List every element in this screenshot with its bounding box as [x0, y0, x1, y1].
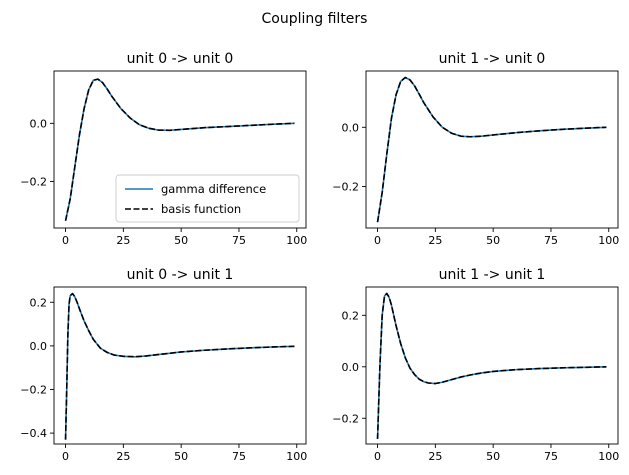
legend-label: gamma difference — [161, 182, 266, 196]
subplot-title: unit 0 -> unit 0 — [127, 51, 234, 67]
y-tick-label: 0.2 — [342, 309, 360, 322]
axes-frame — [365, 70, 619, 229]
y-tick-label: 0.2 — [30, 296, 48, 309]
legend-box — [115, 174, 300, 223]
subplot-3: unit 1 -> unit 1 0 25 50 75 100 0.2 0.0 −0.2 — [332, 267, 619, 463]
x-tick-label: 0 — [62, 450, 69, 463]
y-tick-label: −0.4 — [20, 427, 47, 440]
y-tick-label: 0.0 — [342, 121, 360, 134]
axes-frame — [365, 286, 619, 445]
axes-frame — [53, 70, 307, 229]
series-line-basis-function — [64, 292, 295, 440]
x-tick-label: 0 — [374, 234, 381, 247]
x-tick-label: 50 — [174, 234, 188, 247]
x-tick-label: 0 — [62, 234, 69, 247]
x-tick-label: 50 — [486, 450, 500, 463]
x-tick-label: 75 — [544, 450, 558, 463]
x-tick-label: 25 — [116, 450, 130, 463]
plot-area — [64, 292, 295, 440]
x-tick-label: 25 — [428, 450, 442, 463]
y-tick-label: 0.0 — [30, 340, 48, 353]
plot-area — [376, 76, 607, 223]
axes-frame — [53, 286, 307, 445]
y-tick-label: 0.0 — [30, 117, 48, 130]
legend: gamma difference basis function — [115, 174, 300, 223]
x-tick-label: 50 — [174, 450, 188, 463]
series-line-basis-function — [376, 292, 607, 439]
x-tick-label: 100 — [286, 234, 307, 247]
subplot-title: unit 1 -> unit 0 — [439, 51, 546, 67]
y-tick-label: −0.2 — [20, 383, 47, 396]
series-line-basis-function — [64, 78, 295, 221]
plot-area — [376, 292, 607, 439]
x-tick-label: 50 — [486, 234, 500, 247]
subplot-2: unit 0 -> unit 1 0 25 50 75 100 0.2 0.0 −0.2 −0.4 — [20, 267, 307, 463]
y-tick-label: −0.2 — [20, 175, 47, 188]
subplot-title: unit 1 -> unit 1 — [439, 267, 546, 283]
series-line-basis-function — [376, 76, 607, 223]
x-tick-label: 100 — [598, 234, 619, 247]
x-tick-label: 100 — [598, 450, 619, 463]
y-tick-label: −0.2 — [332, 181, 359, 194]
x-tick-label: 25 — [428, 234, 442, 247]
axes-container: unit 0 -> unit 0 0 25 50 75 100 0.0 −0.2 gamma d… — [20, 51, 619, 463]
x-tick-label: 75 — [232, 234, 246, 247]
x-tick-label: 25 — [116, 234, 130, 247]
legend-label: basis function — [161, 202, 241, 216]
x-tick-label: 0 — [374, 450, 381, 463]
x-tick-label: 100 — [286, 450, 307, 463]
x-tick-label: 75 — [232, 450, 246, 463]
subplot-title: unit 0 -> unit 1 — [127, 267, 234, 283]
subplot-0: unit 0 -> unit 0 0 25 50 75 100 0.0 −0.2 gamma d… — [20, 51, 307, 247]
subplot-1: unit 1 -> unit 0 0 25 50 75 100 0.0 −0.2 — [332, 51, 619, 247]
plot-area — [64, 78, 295, 221]
figure-title: Coupling filters — [262, 11, 368, 27]
y-tick-label: −0.2 — [332, 412, 359, 425]
x-tick-label: 75 — [544, 234, 558, 247]
y-tick-label: 0.0 — [342, 361, 360, 374]
